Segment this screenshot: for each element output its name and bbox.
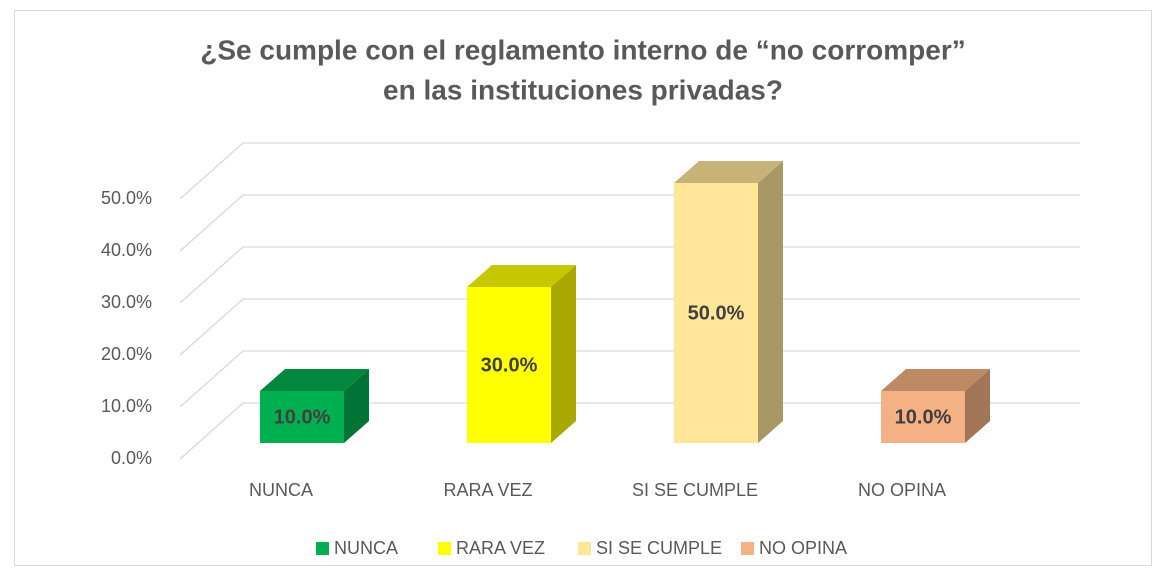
bar-side <box>551 265 576 443</box>
grid-line <box>179 142 1080 200</box>
data-label: 30.0% <box>481 354 538 376</box>
bar <box>467 287 551 443</box>
bar-side <box>758 161 783 443</box>
y-tick-label: 20.0% <box>101 344 152 364</box>
legend-swatch <box>316 542 329 555</box>
legend-label: NO OPINA <box>759 538 847 558</box>
grid-line <box>179 402 1080 460</box>
grid-line <box>179 350 1080 408</box>
data-label: 10.0% <box>895 406 952 428</box>
legend-swatch <box>438 542 451 555</box>
bar-side <box>344 369 369 443</box>
data-label: 50.0% <box>688 302 745 324</box>
grid-line <box>179 194 1080 252</box>
bar-top <box>674 161 783 183</box>
y-tick-label: 0.0% <box>111 448 152 468</box>
bar-top <box>260 369 369 391</box>
bar <box>881 391 965 443</box>
legend-swatch <box>741 542 754 555</box>
grid-line <box>179 246 1080 304</box>
y-tick-label: 10.0% <box>101 396 152 416</box>
bar <box>260 391 344 443</box>
y-tick-label: 40.0% <box>101 240 152 260</box>
data-label: 10.0% <box>274 406 331 428</box>
chart-title: ¿Se cumple con el reglamento interno de … <box>200 34 965 65</box>
bar-top <box>881 369 990 391</box>
chart-border <box>14 10 1152 566</box>
legend-label: RARA VEZ <box>456 538 545 558</box>
x-tick-label: NUNCA <box>249 480 313 500</box>
x-tick-label: SI SE CUMPLE <box>632 480 758 500</box>
bar-top <box>467 265 576 287</box>
y-tick-label: 50.0% <box>101 188 152 208</box>
bar <box>674 183 758 443</box>
legend-label: NUNCA <box>334 538 398 558</box>
chart-title: en las instituciones privadas? <box>383 74 783 105</box>
x-tick-label: NO OPINA <box>858 480 946 500</box>
x-tick-label: RARA VEZ <box>443 480 532 500</box>
y-tick-label: 30.0% <box>101 292 152 312</box>
legend-swatch <box>578 542 591 555</box>
bar-side <box>965 369 990 443</box>
legend-label: SI SE CUMPLE <box>596 538 722 558</box>
grid-line <box>179 298 1080 356</box>
